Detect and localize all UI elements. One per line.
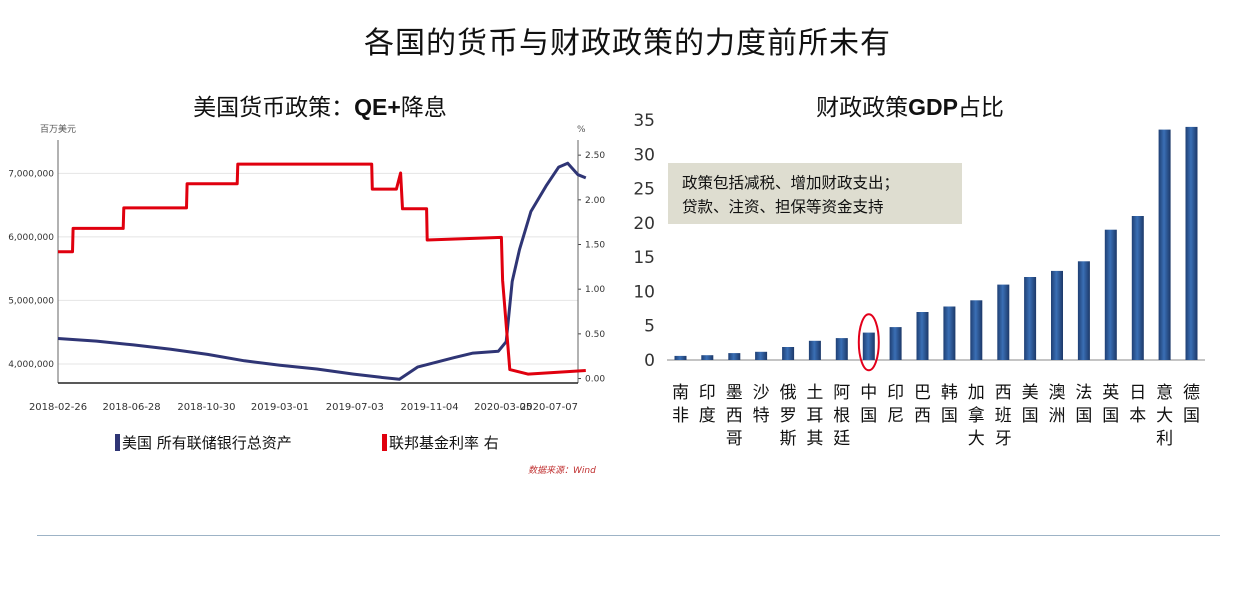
x-category-label: 日本 xyxy=(1129,383,1146,426)
right-subtitle-suffix: 占比 xyxy=(957,95,1004,121)
x-category-label: 法国 xyxy=(1075,383,1092,426)
data-source-note: 数据来源：Wind xyxy=(528,466,596,476)
y-tick-label: 15 xyxy=(633,248,655,268)
bar xyxy=(728,353,741,360)
fed-balance-sheet-line-chart: 百万美元 % 4,000,000 5,000,000 6,000,000 7,000,00… xyxy=(8,123,605,413)
callout-line-1: 政策包括减税、增加财政支出； xyxy=(682,174,900,192)
callout-line-2: 贷款、注资、担保等资金支持 xyxy=(682,198,884,216)
y-tick-label: 7,000,000 xyxy=(8,169,54,179)
y2-tick-label: 0.00 xyxy=(585,375,605,385)
bar xyxy=(1158,129,1171,360)
bar xyxy=(808,340,821,360)
x-category-label: 意大利 xyxy=(1156,383,1173,449)
x-category-label: 加拿大 xyxy=(968,383,985,449)
right-subtitle-bold: GDP xyxy=(908,94,958,120)
x-tick-label: 2018-06-28 xyxy=(103,402,161,413)
bar xyxy=(1051,270,1063,360)
x-tick-label: 2018-10-30 xyxy=(177,402,235,413)
x-tick-label: 2020-03-05 xyxy=(474,402,532,413)
left-chart-subtitle: 美国货币政策：QE+降息 xyxy=(110,88,530,122)
bar xyxy=(1185,126,1198,361)
left-subtitle-bold: QE+ xyxy=(354,94,401,120)
x-category-label: 俄罗斯 xyxy=(780,383,797,449)
x-category-label: 墨西哥 xyxy=(726,383,743,449)
page-title: 各国的货币与财政政策的力度前所未有 xyxy=(364,26,891,61)
y2-tick-label: 1.00 xyxy=(585,285,605,295)
fiscal-policy-callout: 政策包括减税、增加财政支出； 贷款、注资、担保等资金支持 xyxy=(668,163,962,224)
x-tick-label: 2019-11-04 xyxy=(401,402,459,413)
bar xyxy=(889,327,902,360)
y-tick-label: 10 xyxy=(633,282,655,302)
legend-label-fed-funds-rate: 联邦基金利率 右 xyxy=(389,434,499,452)
series-line-fed-assets xyxy=(57,161,587,381)
x-category-label: 英国 xyxy=(1102,383,1119,426)
bar xyxy=(674,355,687,360)
y-tick-label: 30 xyxy=(633,145,655,165)
right-axis-unit-label: % xyxy=(577,125,586,135)
y-tick-label: 0 xyxy=(644,351,655,371)
legend-swatch-fed-assets xyxy=(115,434,120,451)
bar xyxy=(835,338,848,360)
y-tick-label: 20 xyxy=(633,214,655,234)
right-chart-subtitle: 财政政策GDP占比 xyxy=(700,88,1120,122)
bar xyxy=(862,332,875,360)
y-tick-label: 5,000,000 xyxy=(8,296,54,306)
bar xyxy=(997,284,1010,360)
bar xyxy=(701,355,714,360)
bar xyxy=(970,300,983,360)
x-tick-label: 2018-02-26 xyxy=(29,402,87,413)
x-category-label: 印度 xyxy=(699,383,716,426)
x-category-label: 巴西 xyxy=(914,383,931,426)
bottom-divider xyxy=(37,535,1220,536)
y-tick-label: 5 xyxy=(644,317,655,337)
x-category-label: 印尼 xyxy=(887,383,904,426)
bar xyxy=(1131,216,1144,360)
bar xyxy=(1077,261,1090,360)
x-category-label: 美国 xyxy=(1022,383,1039,426)
y-tick-label: 35 xyxy=(633,111,655,131)
bar xyxy=(1024,277,1037,360)
x-category-label: 土耳其 xyxy=(806,383,823,449)
x-tick-label: 2020-07-07 xyxy=(520,402,578,413)
x-category-label: 德国 xyxy=(1183,383,1200,426)
x-tick-label: 2019-03-01 xyxy=(251,402,309,413)
y-tick-label: 6,000,000 xyxy=(8,233,54,243)
x-tick-label: 2019-07-03 xyxy=(326,402,384,413)
bar xyxy=(1104,229,1117,360)
left-subtitle-suffix: 降息 xyxy=(400,95,447,121)
y-tick-label: 25 xyxy=(633,180,655,200)
y-tick-label: 4,000,000 xyxy=(8,360,54,370)
x-category-label: 中国 xyxy=(860,383,877,426)
y2-tick-label: 0.50 xyxy=(585,330,605,340)
legend-swatch-fed-funds-rate xyxy=(382,434,387,451)
series-line-fed-funds-rate xyxy=(58,162,586,376)
x-category-label: 阿根廷 xyxy=(833,383,850,449)
bar xyxy=(782,347,795,360)
left-subtitle-prefix: 美国货币政策： xyxy=(193,95,355,121)
bar xyxy=(755,351,768,360)
legend-item-fed-assets: 美国 所有联储银行总资产 xyxy=(115,432,292,453)
bar xyxy=(916,312,929,360)
x-category-label: 澳洲 xyxy=(1049,383,1066,426)
y2-tick-label: 2.00 xyxy=(585,196,605,206)
x-category-label: 南非 xyxy=(672,383,689,426)
fiscal-gdp-bar-chart: 0 5 10 15 20 25 30 35 南非印度墨西哥沙特俄罗斯土耳其阿根廷中国印尼巴西韩国… xyxy=(633,111,1205,449)
left-axis-unit-label: 百万美元 xyxy=(40,123,76,135)
legend-item-fed-funds-rate: 联邦基金利率 右 xyxy=(382,432,499,453)
x-category-label: 沙特 xyxy=(753,383,770,426)
right-subtitle-prefix: 财政政策 xyxy=(816,95,909,121)
y2-tick-label: 2.50 xyxy=(585,151,605,161)
x-category-label: 西班牙 xyxy=(995,383,1012,449)
y2-tick-label: 1.50 xyxy=(585,241,605,251)
x-category-label: 韩国 xyxy=(941,383,958,426)
legend-label-fed-assets: 美国 所有联储银行总资产 xyxy=(122,434,292,452)
highlight-ellipse xyxy=(857,313,880,372)
bar xyxy=(943,306,956,360)
